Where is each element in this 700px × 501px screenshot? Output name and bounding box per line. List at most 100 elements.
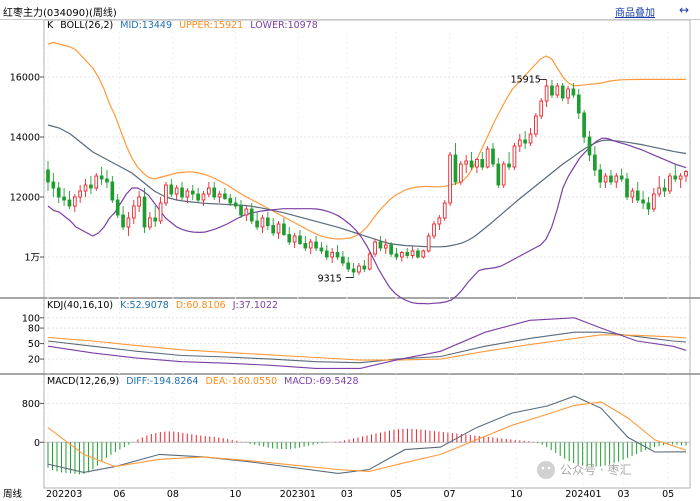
candle-body <box>153 217 158 222</box>
candle-body <box>56 187 61 198</box>
candle-body <box>362 265 367 270</box>
candle-body <box>83 184 88 192</box>
candle-body <box>469 160 474 168</box>
y-tick-label: 16000 <box>10 73 40 84</box>
kdj-j-value: J:37.1022 <box>232 300 278 311</box>
candle-body <box>576 94 581 114</box>
candle-body <box>373 241 377 255</box>
candle-body <box>480 159 485 168</box>
y-tick-label: 800 <box>22 399 40 410</box>
high-annotation: 15915 <box>511 75 541 86</box>
candle-body <box>298 235 302 244</box>
candle-body <box>491 148 495 165</box>
candle-body <box>560 85 565 99</box>
candle-body <box>544 85 549 102</box>
wechat-icon <box>537 461 555 479</box>
candle-body <box>330 252 334 258</box>
candle-body <box>265 217 270 226</box>
y-tick-label: 12000 <box>10 193 40 204</box>
watermark-text: 公众号 · 枣汇 <box>560 463 631 477</box>
candle-body <box>292 235 297 243</box>
kdj-d-value: D:60.8106 <box>176 300 226 311</box>
candle-body <box>260 217 265 228</box>
candle-body <box>555 85 560 96</box>
candle-body <box>217 193 222 198</box>
candle-body <box>678 175 683 180</box>
macd-header: MACD(12,26,9) DIFF:-194.8264 DEA:-160.05… <box>47 376 359 387</box>
candle-body <box>625 178 629 198</box>
commodity-overlay-link[interactable]: 商品叠加 <box>615 8 655 19</box>
candle-body <box>528 133 533 144</box>
candle-body <box>507 163 511 168</box>
candle-body <box>657 187 662 195</box>
candle-body <box>598 169 603 183</box>
x-tick-label: 202203 <box>46 489 82 500</box>
low-annotation: 9315 <box>318 274 342 285</box>
candle-body <box>619 175 624 180</box>
kdj-j-line <box>47 317 687 369</box>
candle-body <box>169 184 174 195</box>
macd-dea-line <box>47 401 687 472</box>
candle-body <box>319 247 324 252</box>
candle-body <box>335 252 340 258</box>
candle-body <box>485 148 490 168</box>
candle-body <box>62 196 66 201</box>
y-tick-label: 80 <box>28 324 40 335</box>
y-tick-label: 20 <box>28 355 40 366</box>
candle-body <box>593 154 597 171</box>
title-bar: 红枣主力(034090)(周线) 商品叠加 ↔ <box>0 0 700 20</box>
candle-body <box>131 205 136 219</box>
candle-body <box>662 187 667 192</box>
candle-body <box>571 88 576 96</box>
candle-body <box>207 187 211 195</box>
boll-header: K BOLL(26,2) MID:13449 UPPER:15921 LOWER… <box>47 20 318 31</box>
candle-body <box>196 193 200 201</box>
candle-body <box>357 265 361 273</box>
x-tick-label: 10 <box>510 489 522 500</box>
candle-body <box>609 175 613 183</box>
boll-lower-value: LOWER:10978 <box>250 20 318 31</box>
candle-body <box>314 241 318 249</box>
candle-body <box>410 250 415 256</box>
candle-body <box>458 163 463 183</box>
left-right-arrows-icon[interactable]: ↔ <box>678 2 690 17</box>
candle-body <box>668 175 672 192</box>
candle-body <box>174 187 179 195</box>
candle-body <box>603 175 608 183</box>
candle-body <box>582 112 586 138</box>
candle-body <box>405 252 410 256</box>
window-title: 红枣主力(034090)(周线) <box>3 8 117 19</box>
candle-body <box>394 253 399 258</box>
boll-k-label: K <box>47 20 54 31</box>
x-tick-label: 202401 <box>565 489 601 500</box>
candle-body <box>416 250 420 258</box>
candle-body <box>421 250 426 258</box>
macd-value: MACD:-69.5428 <box>284 376 358 387</box>
candle-body <box>244 208 249 216</box>
candle-body <box>432 223 436 237</box>
candle-body <box>351 268 356 273</box>
boll-mid-value: MID:13449 <box>120 20 172 31</box>
candle-body <box>239 205 243 216</box>
candle-body <box>442 202 447 219</box>
candle-body <box>99 175 104 180</box>
candle-body <box>517 139 522 147</box>
boll-lower-line <box>47 137 687 305</box>
candle-body <box>426 235 431 252</box>
candle-body <box>276 223 281 234</box>
x-axis-prefix: 周线 <box>3 488 23 500</box>
x-tick-label: 07 <box>443 489 455 500</box>
boll-upper-value: UPPER:15921 <box>179 20 243 31</box>
candle-body <box>448 154 452 204</box>
candle-body <box>51 181 56 189</box>
candle-body <box>437 217 442 225</box>
candle-body <box>389 244 393 255</box>
candle-body <box>684 171 688 177</box>
candle-body <box>180 187 184 198</box>
candle-body <box>212 187 217 198</box>
candle-body <box>72 196 77 207</box>
candle-body <box>228 198 233 204</box>
candle-body <box>67 199 72 207</box>
candle-body <box>614 175 619 183</box>
